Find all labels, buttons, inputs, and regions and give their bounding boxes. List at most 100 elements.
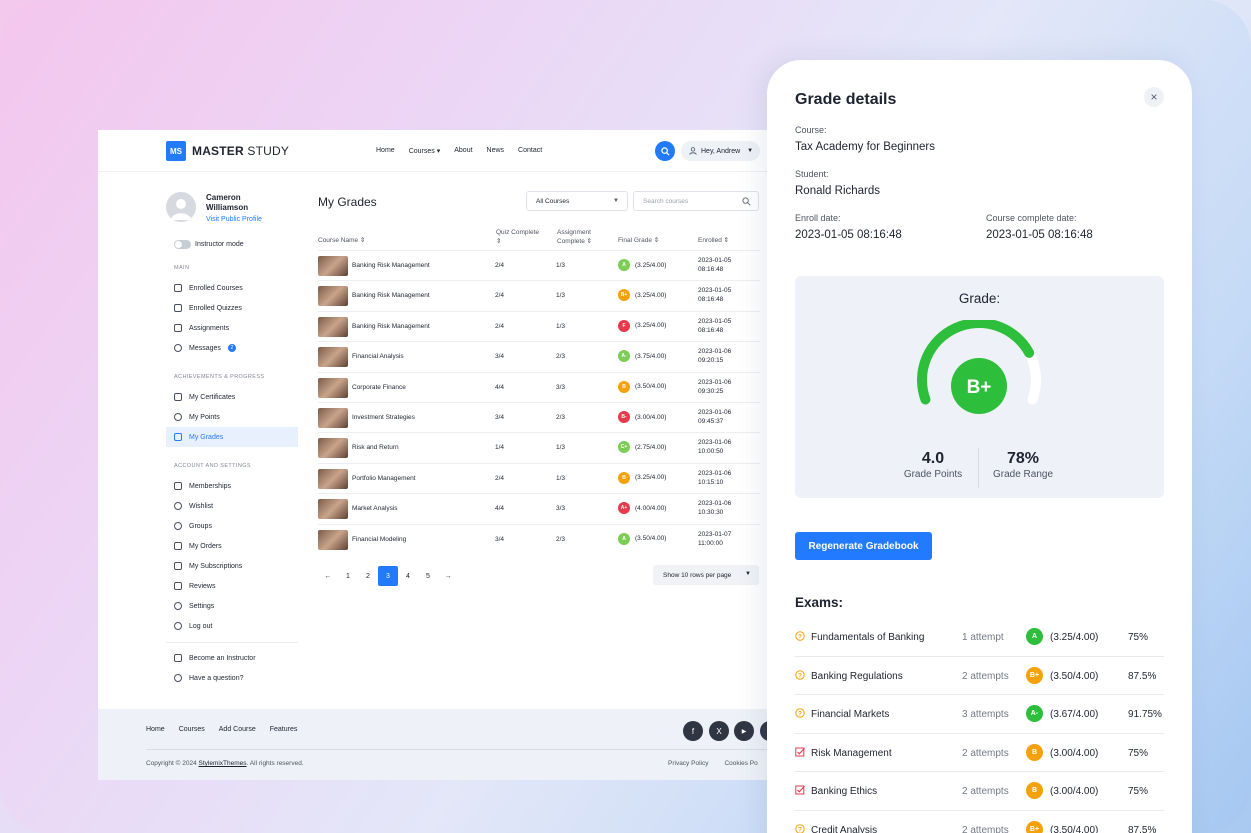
sidebar-item-assignments[interactable]: Assignments: [166, 318, 298, 338]
exam-row[interactable]: ? Banking Regulations 2 attempts B+ (3.50/4.…: [795, 657, 1164, 695]
nav-about[interactable]: About: [454, 147, 473, 154]
final-grade[interactable]: B (3.50/4.00): [618, 380, 666, 393]
sidebar-item-messages[interactable]: Messages 2: [166, 338, 298, 358]
course-name[interactable]: Financial Modeling: [352, 535, 407, 543]
exam-name: Fundamentals of Banking: [811, 632, 925, 643]
page-2[interactable]: 2: [366, 572, 370, 580]
table-row[interactable]: Portfolio Management 2/4 1/3 B (3.25/4.00) 20…: [318, 462, 760, 493]
footer-divider: [146, 749, 798, 750]
sidebar-item-wishlist[interactable]: Wishlist: [166, 496, 298, 516]
footer-link-features[interactable]: Features: [269, 726, 298, 733]
column-enrolled[interactable]: Enrolled ⇕: [698, 237, 730, 244]
column-course-name[interactable]: Course Name ⇕: [318, 237, 366, 244]
logo[interactable]: MS MASTER STUDY: [166, 141, 289, 161]
regenerate-gradebook-button[interactable]: Regenerate Gradebook: [795, 532, 932, 560]
exam-score: (3.25/4.00): [1050, 632, 1099, 643]
sidebar-item-subscriptions[interactable]: My Subscriptions: [166, 556, 298, 576]
privacy-policy-link[interactable]: Privacy Policy: [668, 760, 709, 767]
public-profile-link[interactable]: Visit Public Profile: [206, 216, 262, 223]
final-grade[interactable]: B (3.25/4.00): [618, 471, 666, 484]
course-name[interactable]: Investment Strategies: [352, 414, 415, 421]
course-name[interactable]: Market Analysis: [352, 505, 398, 513]
copyright-brand-link[interactable]: StylemixThemes: [198, 760, 247, 767]
youtube-icon[interactable]: ▶: [734, 721, 754, 741]
page-3[interactable]: 3: [378, 566, 398, 586]
final-grade[interactable]: A- (3.75/4.00): [618, 350, 666, 363]
rows-per-page-select[interactable]: Show 10 rows per page ▼: [653, 565, 759, 585]
table-row[interactable]: Banking Risk Management 2/4 1/3 B+ (3.25/4.0…: [318, 280, 760, 310]
exam-row[interactable]: ? Fundamentals of Banking 1 attempt A (3.25/…: [795, 618, 1164, 657]
next-page-arrow-icon[interactable]: →: [444, 572, 452, 580]
quiz-icon: [174, 304, 182, 312]
sidebar-item-become-instructor[interactable]: Become an Instructor: [166, 648, 298, 668]
final-grade[interactable]: A (3.50/4.00): [618, 532, 666, 545]
sidebar-item-enrolled-quizzes[interactable]: Enrolled Quizzes: [166, 298, 298, 318]
sidebar-item-points[interactable]: My Points: [166, 407, 298, 427]
course-name[interactable]: Banking Risk Management: [352, 292, 430, 300]
sidebar-item-grades[interactable]: My Grades: [166, 427, 298, 447]
final-grade[interactable]: A+ (4.00/4.00): [618, 502, 666, 515]
table-row[interactable]: Corporate Finance 4/4 3/3 B (3.50/4.00) 2023-…: [318, 371, 760, 402]
page-1[interactable]: 1: [346, 572, 350, 580]
nav-contact[interactable]: Contact: [518, 147, 543, 154]
search-button[interactable]: [655, 141, 675, 161]
quiz-complete: 1/4: [495, 444, 505, 452]
facebook-icon[interactable]: f: [683, 721, 703, 741]
table-row[interactable]: Financial Modeling 3/4 2/3 A (3.50/4.00) 2023…: [318, 523, 760, 554]
course-search-input[interactable]: Search courses: [633, 191, 759, 211]
table-row[interactable]: Market Analysis 4/4 3/3 A+ (4.00/4.00) 2023-0…: [318, 493, 760, 523]
toggle-switch[interactable]: [174, 240, 191, 249]
sidebar-item-enrolled-courses[interactable]: Enrolled Courses: [166, 278, 298, 298]
assignment-complete: 1/3: [556, 322, 566, 330]
footer-link-add-course[interactable]: Add Course: [218, 726, 256, 733]
course-name[interactable]: Financial Analysis: [352, 353, 404, 361]
site-header: MS MASTER STUDY Home Courses ▾ About New…: [98, 130, 798, 172]
final-grade[interactable]: F (3.25/4.00): [618, 319, 666, 332]
sidebar-item-orders[interactable]: My Orders: [166, 536, 298, 556]
assignment-complete: 3/3: [556, 505, 566, 513]
user-menu[interactable]: Hey, Andrew ▼: [681, 141, 760, 161]
page-5[interactable]: 5: [426, 572, 430, 580]
sidebar-item-reviews[interactable]: Reviews: [166, 576, 298, 596]
table-row[interactable]: Banking Risk Management 2/4 1/3 A (3.25/4.00…: [318, 250, 760, 280]
column-final-grade[interactable]: Final Grade ⇕: [618, 237, 660, 244]
sidebar-item-groups[interactable]: Groups: [166, 516, 298, 536]
table-row[interactable]: Banking Risk Management 2/4 1/3 F (3.25/4.00…: [318, 310, 760, 341]
course-name[interactable]: Risk and Return: [352, 444, 399, 452]
course-name[interactable]: Banking Risk Management: [352, 322, 430, 330]
final-grade[interactable]: B- (3.00/4.00): [618, 411, 666, 423]
sidebar-item-certificates[interactable]: My Certificates: [166, 387, 298, 407]
column-quiz-complete[interactable]: Quiz Complete ⇕: [496, 229, 539, 245]
exam-row[interactable]: ? Credit Analysis 2 attempts B+ (3.50/4.00) 8…: [795, 811, 1164, 833]
column-assignment-complete[interactable]: Assignment Complete ⇕: [557, 229, 593, 245]
sidebar-item-logout[interactable]: Log out: [166, 616, 298, 636]
footer-link-courses[interactable]: Courses: [178, 726, 205, 733]
nav-home[interactable]: Home: [376, 147, 395, 154]
instructor-mode-toggle[interactable]: Instructor mode: [174, 240, 244, 249]
course-name[interactable]: Banking Risk Management: [352, 262, 430, 269]
final-grade[interactable]: C+ (2.75/4.00): [618, 441, 666, 454]
footer-link-home[interactable]: Home: [146, 726, 165, 733]
cookies-policy-link[interactable]: Cookies Po: [724, 760, 758, 767]
sidebar-item-have-question[interactable]: Have a question?: [166, 668, 298, 688]
sidebar-item-memberships[interactable]: Memberships: [166, 476, 298, 496]
table-row[interactable]: Investment Strategies 3/4 2/3 B- (3.00/4.00)…: [318, 402, 760, 432]
sidebar-item-settings[interactable]: Settings: [166, 596, 298, 616]
table-row[interactable]: Risk and Return 1/4 1/3 C+ (2.75/4.00) 2023-0…: [318, 432, 760, 462]
exam-row[interactable]: ? Financial Markets 3 attempts A- (3.67/4.00…: [795, 695, 1164, 734]
table-row[interactable]: Financial Analysis 3/4 2/3 A- (3.75/4.00) 202…: [318, 341, 760, 371]
course-filter-select[interactable]: All Courses ▼: [526, 191, 628, 211]
exam-row[interactable]: Risk Management 2 attempts B (3.00/4.00) 75%: [795, 734, 1164, 772]
course-name[interactable]: Portfolio Management: [352, 474, 416, 482]
exam-row[interactable]: Banking Ethics 2 attempts B (3.00/4.00) 75%: [795, 772, 1164, 811]
nav-courses[interactable]: Courses ▾: [408, 148, 441, 155]
x-icon[interactable]: X: [709, 721, 729, 741]
nav-news[interactable]: News: [486, 147, 505, 154]
close-icon[interactable]: ×: [1144, 87, 1164, 107]
assignment-complete: 2/3: [556, 414, 566, 421]
page-4[interactable]: 4: [406, 572, 410, 580]
final-grade[interactable]: B+ (3.25/4.00): [618, 289, 666, 302]
course-name[interactable]: Corporate Finance: [352, 383, 406, 391]
final-grade[interactable]: A (3.25/4.00): [618, 259, 666, 271]
prev-page-arrow-icon[interactable]: ←: [324, 572, 332, 580]
